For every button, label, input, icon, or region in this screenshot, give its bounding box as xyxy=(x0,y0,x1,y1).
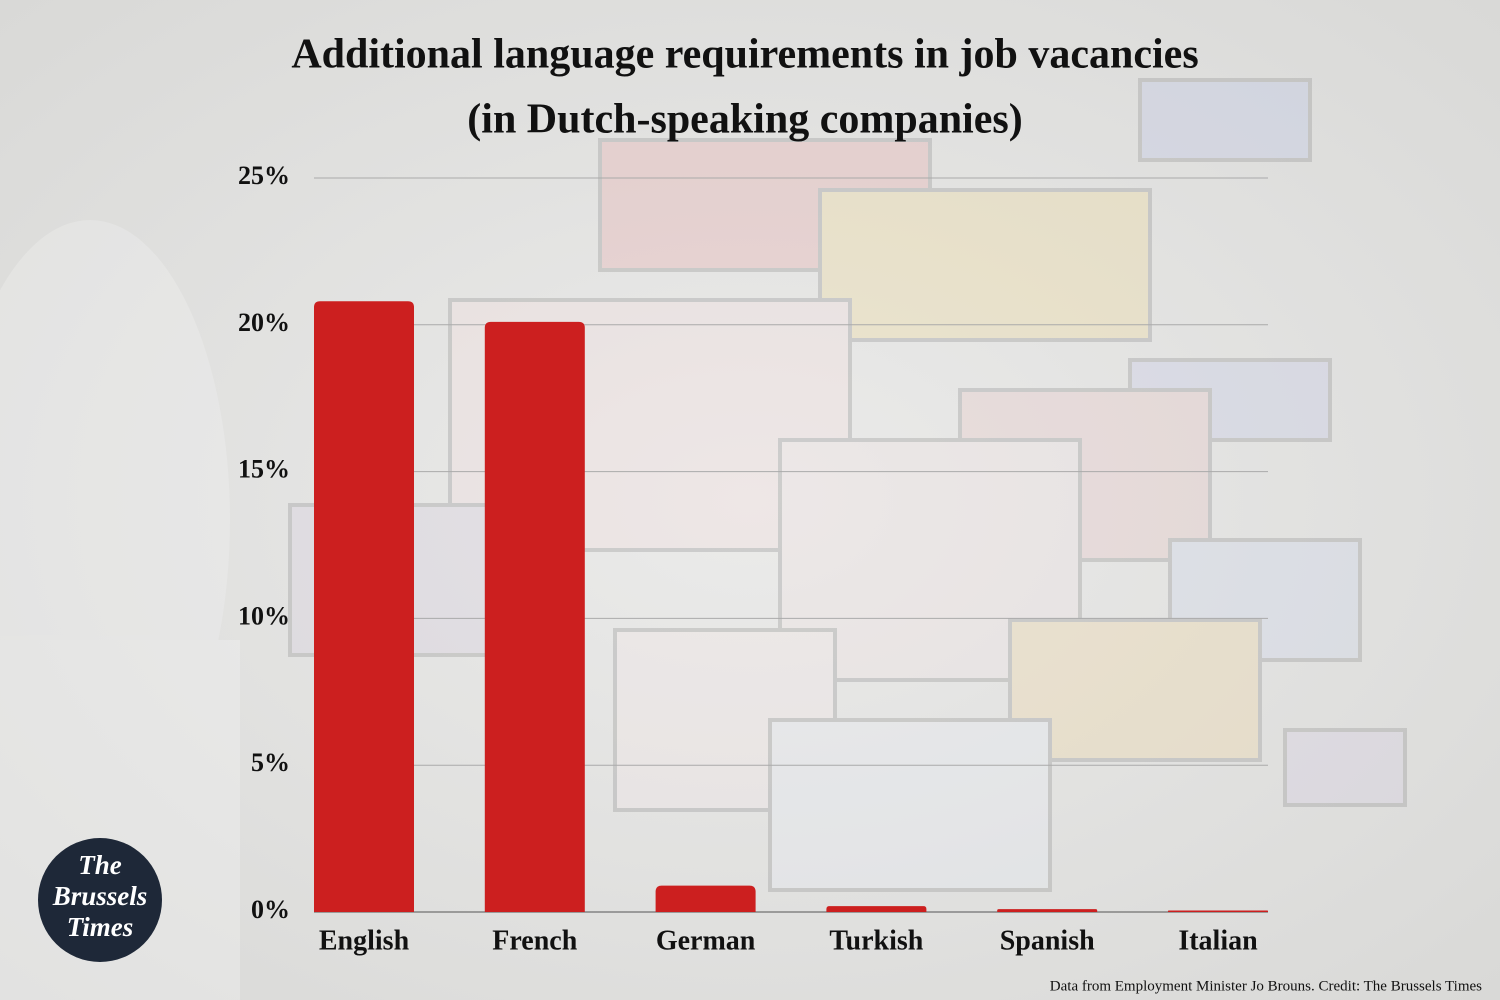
x-tick-label: English xyxy=(319,925,410,956)
bar xyxy=(997,909,1098,912)
y-tick-label: 25% xyxy=(238,161,290,190)
logo-badge xyxy=(38,838,162,962)
x-tick-label: Spanish xyxy=(1000,925,1095,956)
chart-title: Additional language requirements in job … xyxy=(291,32,1198,78)
y-tick-label: 5% xyxy=(251,748,290,777)
x-tick-label: Italian xyxy=(1178,925,1258,956)
x-tick-label: Turkish xyxy=(829,925,923,956)
y-tick-label: 20% xyxy=(238,308,290,337)
logo-text: Brussels xyxy=(52,881,148,911)
bar xyxy=(1168,910,1268,912)
y-tick-label: 10% xyxy=(238,601,290,630)
y-tick-label: 15% xyxy=(238,455,290,484)
bar xyxy=(484,321,585,912)
x-tick-label: German xyxy=(656,925,756,956)
bar xyxy=(826,906,927,912)
logo-text: The xyxy=(78,850,122,880)
chart-subtitle: (in Dutch-speaking companies) xyxy=(467,97,1022,143)
bar xyxy=(655,885,756,912)
x-tick-label: French xyxy=(492,925,577,956)
logo-text: Times xyxy=(67,912,134,942)
bar xyxy=(314,301,414,912)
y-tick-label: 0% xyxy=(251,895,290,924)
flags-decoration xyxy=(0,78,1407,1000)
credit: Data from Employment Minister Jo Brouns.… xyxy=(1050,978,1482,994)
